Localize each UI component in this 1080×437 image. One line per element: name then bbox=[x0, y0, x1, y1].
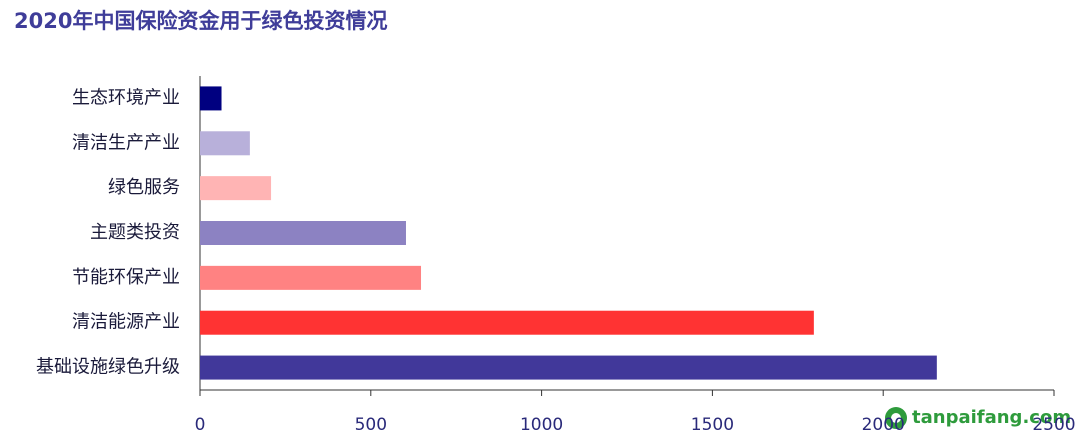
bar bbox=[200, 221, 406, 245]
x-tick-label: 500 bbox=[355, 415, 387, 435]
bar bbox=[200, 265, 422, 290]
bar bbox=[200, 310, 814, 335]
y-tick-label: 绿色服务 bbox=[108, 177, 180, 198]
x-tick-label: 2500 bbox=[1032, 415, 1075, 435]
bar bbox=[200, 131, 250, 156]
y-tick-label: 清洁生产产业 bbox=[72, 132, 180, 153]
y-tick-label: 清洁能源产业 bbox=[72, 312, 180, 333]
chart-title: 2020年中国保险资金用于绿色投资情况 bbox=[14, 9, 387, 33]
y-tick-label: 基础设施绿色升级 bbox=[36, 357, 180, 378]
bar bbox=[200, 355, 937, 380]
watermark: tanpaifang.com bbox=[912, 407, 1071, 428]
y-tick-label: 生态环境产业 bbox=[72, 87, 180, 108]
bar bbox=[200, 86, 222, 111]
x-tick-label: 2000 bbox=[862, 415, 905, 435]
bar bbox=[200, 176, 272, 201]
x-tick-label: 1500 bbox=[691, 415, 734, 435]
y-tick-label: 节能环保产业 bbox=[72, 267, 180, 288]
watermark-logo bbox=[885, 407, 907, 429]
x-tick-label: 0 bbox=[195, 415, 206, 435]
y-tick-label: 主题类投资 bbox=[90, 222, 180, 243]
x-tick-label: 1000 bbox=[520, 415, 563, 435]
